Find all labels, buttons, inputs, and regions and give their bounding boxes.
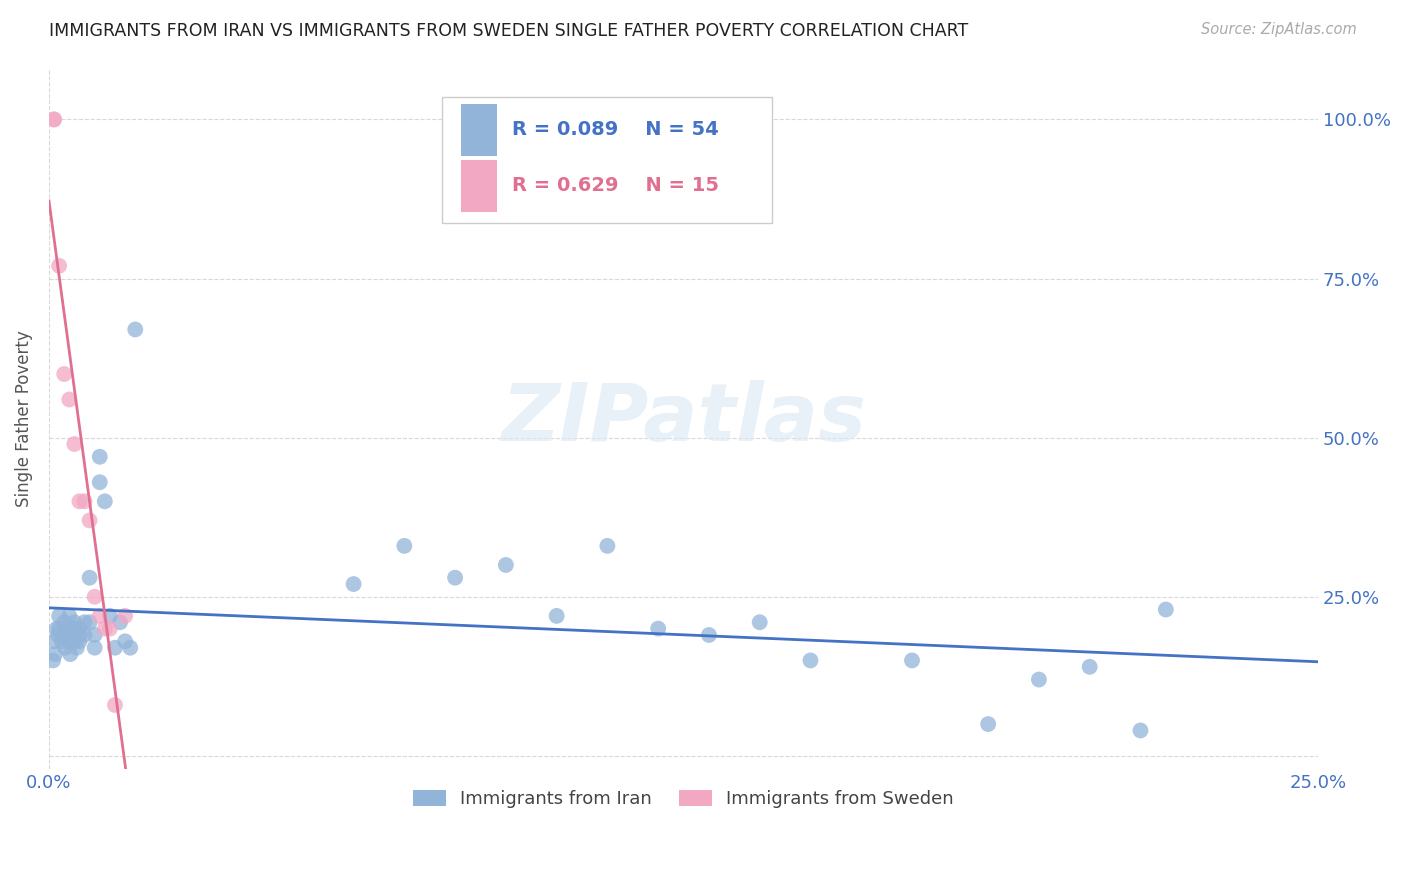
Point (73, 494, 96, 508)
Point (55, 622, 77, 636)
Point (94, 622, 117, 636)
Point (977, 717, 1000, 731)
Point (94, 494, 117, 508)
Point (1028, 673, 1050, 687)
Point (59, 647, 82, 661)
Point (89, 450, 111, 464)
Point (120, 640, 142, 655)
Point (114, 608, 136, 623)
Point (63, 615, 86, 630)
Point (48, 259, 70, 273)
Point (1129, 723, 1152, 738)
Point (104, 640, 127, 655)
Point (697, 628, 720, 642)
Point (83, 640, 105, 655)
Point (53, 640, 76, 655)
Point (647, 622, 669, 636)
Point (51, 634, 73, 648)
Point (901, 653, 924, 667)
Point (45, 622, 67, 636)
Bar (461, 160, 496, 212)
Point (67, 622, 90, 636)
Point (58, 392, 80, 407)
Point (46, 628, 69, 642)
Point (58, 634, 80, 648)
Text: R = 0.089    N = 54: R = 0.089 N = 54 (512, 120, 718, 139)
Point (44, 647, 66, 661)
Point (1078, 660, 1101, 674)
Legend: Immigrants from Iran, Immigrants from Sweden: Immigrants from Iran, Immigrants from Sw… (406, 783, 960, 815)
Point (42, 653, 65, 667)
Point (73, 628, 96, 642)
Point (89, 475, 111, 490)
Point (48, 622, 70, 636)
Point (495, 558, 517, 572)
Text: IMMIGRANTS FROM IRAN VS IMMIGRANTS FROM SWEDEN SINGLE FATHER POVERTY CORRELATION: IMMIGRANTS FROM IRAN VS IMMIGRANTS FROM … (49, 22, 969, 40)
FancyBboxPatch shape (443, 96, 772, 222)
Point (546, 608, 568, 623)
Point (444, 571, 467, 585)
Point (42, 112, 65, 127)
Point (79, 513, 101, 527)
Point (748, 615, 770, 630)
Point (58, 608, 80, 623)
Point (63, 437, 86, 451)
Point (342, 577, 364, 591)
Point (67, 634, 90, 648)
Text: ZIPatlas: ZIPatlas (501, 380, 866, 458)
Point (799, 653, 821, 667)
Text: R = 0.629    N = 15: R = 0.629 N = 15 (512, 176, 720, 195)
Y-axis label: Single Father Poverty: Single Father Poverty (15, 330, 32, 507)
Point (42, 634, 65, 648)
Point (114, 634, 136, 648)
Point (83, 628, 105, 642)
Point (67, 628, 90, 642)
Bar (461, 103, 496, 156)
Point (394, 539, 416, 553)
Point (67, 494, 90, 508)
Point (53, 615, 76, 630)
Point (63, 634, 86, 648)
Point (79, 615, 101, 630)
Point (108, 615, 131, 630)
Point (1154, 602, 1177, 616)
Point (98, 608, 121, 623)
Text: Source: ZipAtlas.com: Source: ZipAtlas.com (1201, 22, 1357, 37)
Point (98, 622, 121, 636)
Point (63, 622, 86, 636)
Point (89, 608, 111, 623)
Point (124, 322, 146, 336)
Point (83, 590, 105, 604)
Point (42, 112, 65, 127)
Point (66, 640, 89, 655)
Point (73, 615, 96, 630)
Point (60, 622, 83, 636)
Point (53, 367, 76, 381)
Point (104, 698, 127, 712)
Point (79, 571, 101, 585)
Point (53, 628, 76, 642)
Point (48, 608, 70, 623)
Point (596, 539, 619, 553)
